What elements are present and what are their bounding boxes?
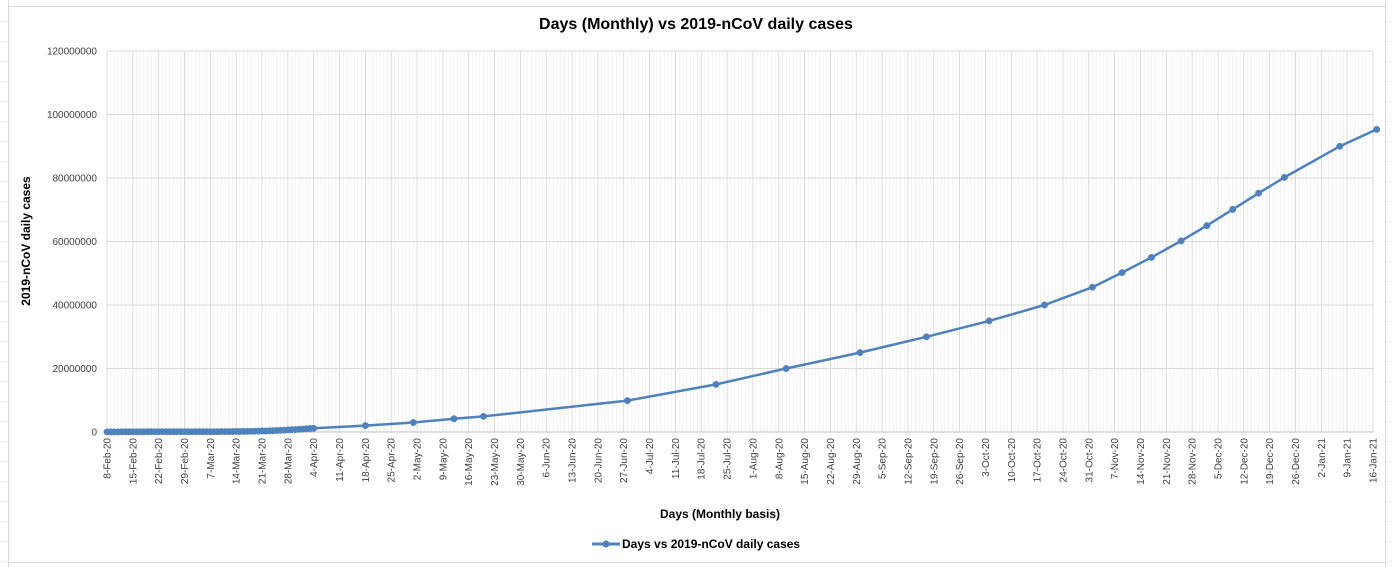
x-tick-label: 29-Aug-20 — [852, 438, 863, 485]
y-tick-label: 100000000 — [47, 110, 97, 121]
x-tick-label: 29-Feb-20 — [180, 438, 191, 485]
x-tick-label: 2-May-20 — [413, 438, 424, 481]
x-tick-label: 24-Oct-20 — [1058, 438, 1069, 483]
x-tick-label: 20-Jun-20 — [593, 438, 604, 483]
data-point[interactable] — [1229, 205, 1237, 213]
data-point[interactable] — [1280, 173, 1288, 181]
x-tick-label: 18-Jul-20 — [697, 438, 708, 480]
x-tick-label: 16-May-20 — [464, 438, 475, 486]
x-tick-label: 21-Mar-20 — [258, 438, 269, 485]
data-point[interactable] — [361, 422, 369, 430]
y-tick-label: 20000000 — [53, 364, 98, 375]
data-point[interactable] — [409, 419, 417, 426]
x-tick-label: 28-Nov-20 — [1188, 438, 1199, 485]
data-point[interactable] — [782, 365, 790, 372]
x-tick-label: 9-Jan-21 — [1343, 438, 1354, 478]
y-axis-tick-labels: 0 20000000 40000000 60000000 80000000 1000000… — [47, 47, 98, 439]
data-point[interactable] — [922, 333, 930, 341]
x-tick-label: 19-Sep-20 — [929, 438, 940, 485]
x-tick-label: 21-Nov-20 — [1162, 438, 1173, 485]
x-tick-label: 26-Sep-20 — [955, 438, 966, 485]
x-tick-label: 5-Dec-20 — [1213, 438, 1224, 480]
x-tick-label: 7-Mar-20 — [206, 438, 217, 479]
y-tick-label: 80000000 — [53, 174, 98, 185]
y-axis-title: 2019-nCoV daily cases — [19, 176, 33, 306]
y-tick-label: 60000000 — [53, 237, 98, 248]
x-tick-label: 2-Jan-21 — [1317, 438, 1328, 478]
x-tick-label: 4-Apr-20 — [309, 438, 320, 477]
data-point[interactable] — [1373, 125, 1381, 133]
data-point[interactable] — [1203, 222, 1211, 230]
y-tick-label: 120000000 — [47, 47, 97, 58]
data-point[interactable] — [623, 397, 631, 405]
x-tick-label: 13-Jun-20 — [568, 438, 579, 483]
x-tick-label: 17-Oct-20 — [1033, 438, 1044, 483]
x-axis-tick-labels: 8-Feb-20 15-Feb-20 22-Feb-20 29-Feb-20 7-Mar… — [103, 438, 1380, 486]
x-axis-title: Days (Monthly basis) — [660, 507, 780, 521]
data-point[interactable] — [856, 349, 864, 357]
x-tick-label: 15-Aug-20 — [800, 438, 811, 485]
x-tick-label: 9-May-20 — [438, 438, 449, 481]
x-tick-label: 12-Sep-20 — [903, 438, 914, 485]
series-layer — [103, 125, 1381, 436]
data-point[interactable] — [1118, 269, 1126, 277]
x-tick-label: 22-Feb-20 — [154, 438, 165, 485]
x-tick-label: 5-Sep-20 — [878, 438, 889, 480]
x-tick-label: 19-Dec-20 — [1265, 438, 1276, 485]
x-tick-label: 31-Oct-20 — [1084, 438, 1095, 483]
data-point[interactable] — [1177, 237, 1185, 245]
data-point[interactable] — [1148, 253, 1155, 261]
x-tick-label: 8-Feb-20 — [103, 438, 114, 479]
legend-marker — [602, 540, 610, 548]
x-tick-label: 8-Aug-20 — [774, 438, 785, 480]
x-tick-label: 14-Mar-20 — [232, 438, 243, 485]
data-point[interactable] — [1089, 283, 1096, 291]
y-tick-label: 40000000 — [53, 301, 98, 312]
data-point[interactable] — [450, 415, 458, 423]
y-tick-label: 0 — [91, 428, 97, 439]
x-tick-label: 30-May-20 — [516, 438, 527, 486]
data-point[interactable] — [985, 317, 993, 325]
x-tick-label: 27-Jun-20 — [619, 438, 630, 483]
x-tick-label: 23-May-20 — [490, 438, 501, 486]
data-point[interactable] — [1255, 189, 1263, 197]
x-tick-label: 12-Dec-20 — [1239, 438, 1250, 485]
x-tick-label: 6-Jun-20 — [542, 438, 553, 478]
x-tick-label: 22-Aug-20 — [826, 438, 837, 485]
x-tick-label: 3-Oct-20 — [981, 438, 992, 477]
x-tick-label: 16-Jan-21 — [1369, 438, 1380, 483]
data-point[interactable] — [310, 424, 318, 432]
x-tick-label: 26-Dec-20 — [1291, 438, 1302, 485]
x-tick-label: 7-Nov-20 — [1110, 438, 1121, 480]
x-tick-label: 14-Nov-20 — [1136, 438, 1147, 485]
chart-title: Days (Monthly) vs 2019-nCoV daily cases — [539, 16, 853, 33]
data-point[interactable] — [1336, 142, 1344, 150]
x-tick-label: 1-Aug-20 — [748, 438, 759, 480]
data-point[interactable] — [712, 380, 720, 388]
legend[interactable]: Days vs 2019-nCoV daily cases — [592, 537, 800, 551]
chart-area-background — [8, 6, 1386, 563]
x-tick-label: 15-Feb-20 — [128, 438, 139, 485]
x-tick-label: 25-Apr-20 — [387, 438, 398, 483]
x-tick-label: 11-Apr-20 — [335, 438, 346, 482]
legend-label: Days vs 2019-nCoV daily cases — [622, 537, 800, 551]
x-tick-label: 11-Jul-20 — [671, 438, 682, 479]
plot-gridlines — [106, 50, 1374, 433]
data-point[interactable] — [480, 412, 487, 420]
x-tick-label: 18-Apr-20 — [361, 438, 372, 483]
x-tick-label: 10-Oct-20 — [1007, 438, 1018, 483]
x-tick-label: 25-Jul-20 — [723, 438, 734, 480]
data-point[interactable] — [1041, 301, 1048, 309]
x-tick-label: 28-Mar-20 — [283, 438, 294, 485]
x-tick-label: 4-Jul-20 — [645, 438, 656, 475]
